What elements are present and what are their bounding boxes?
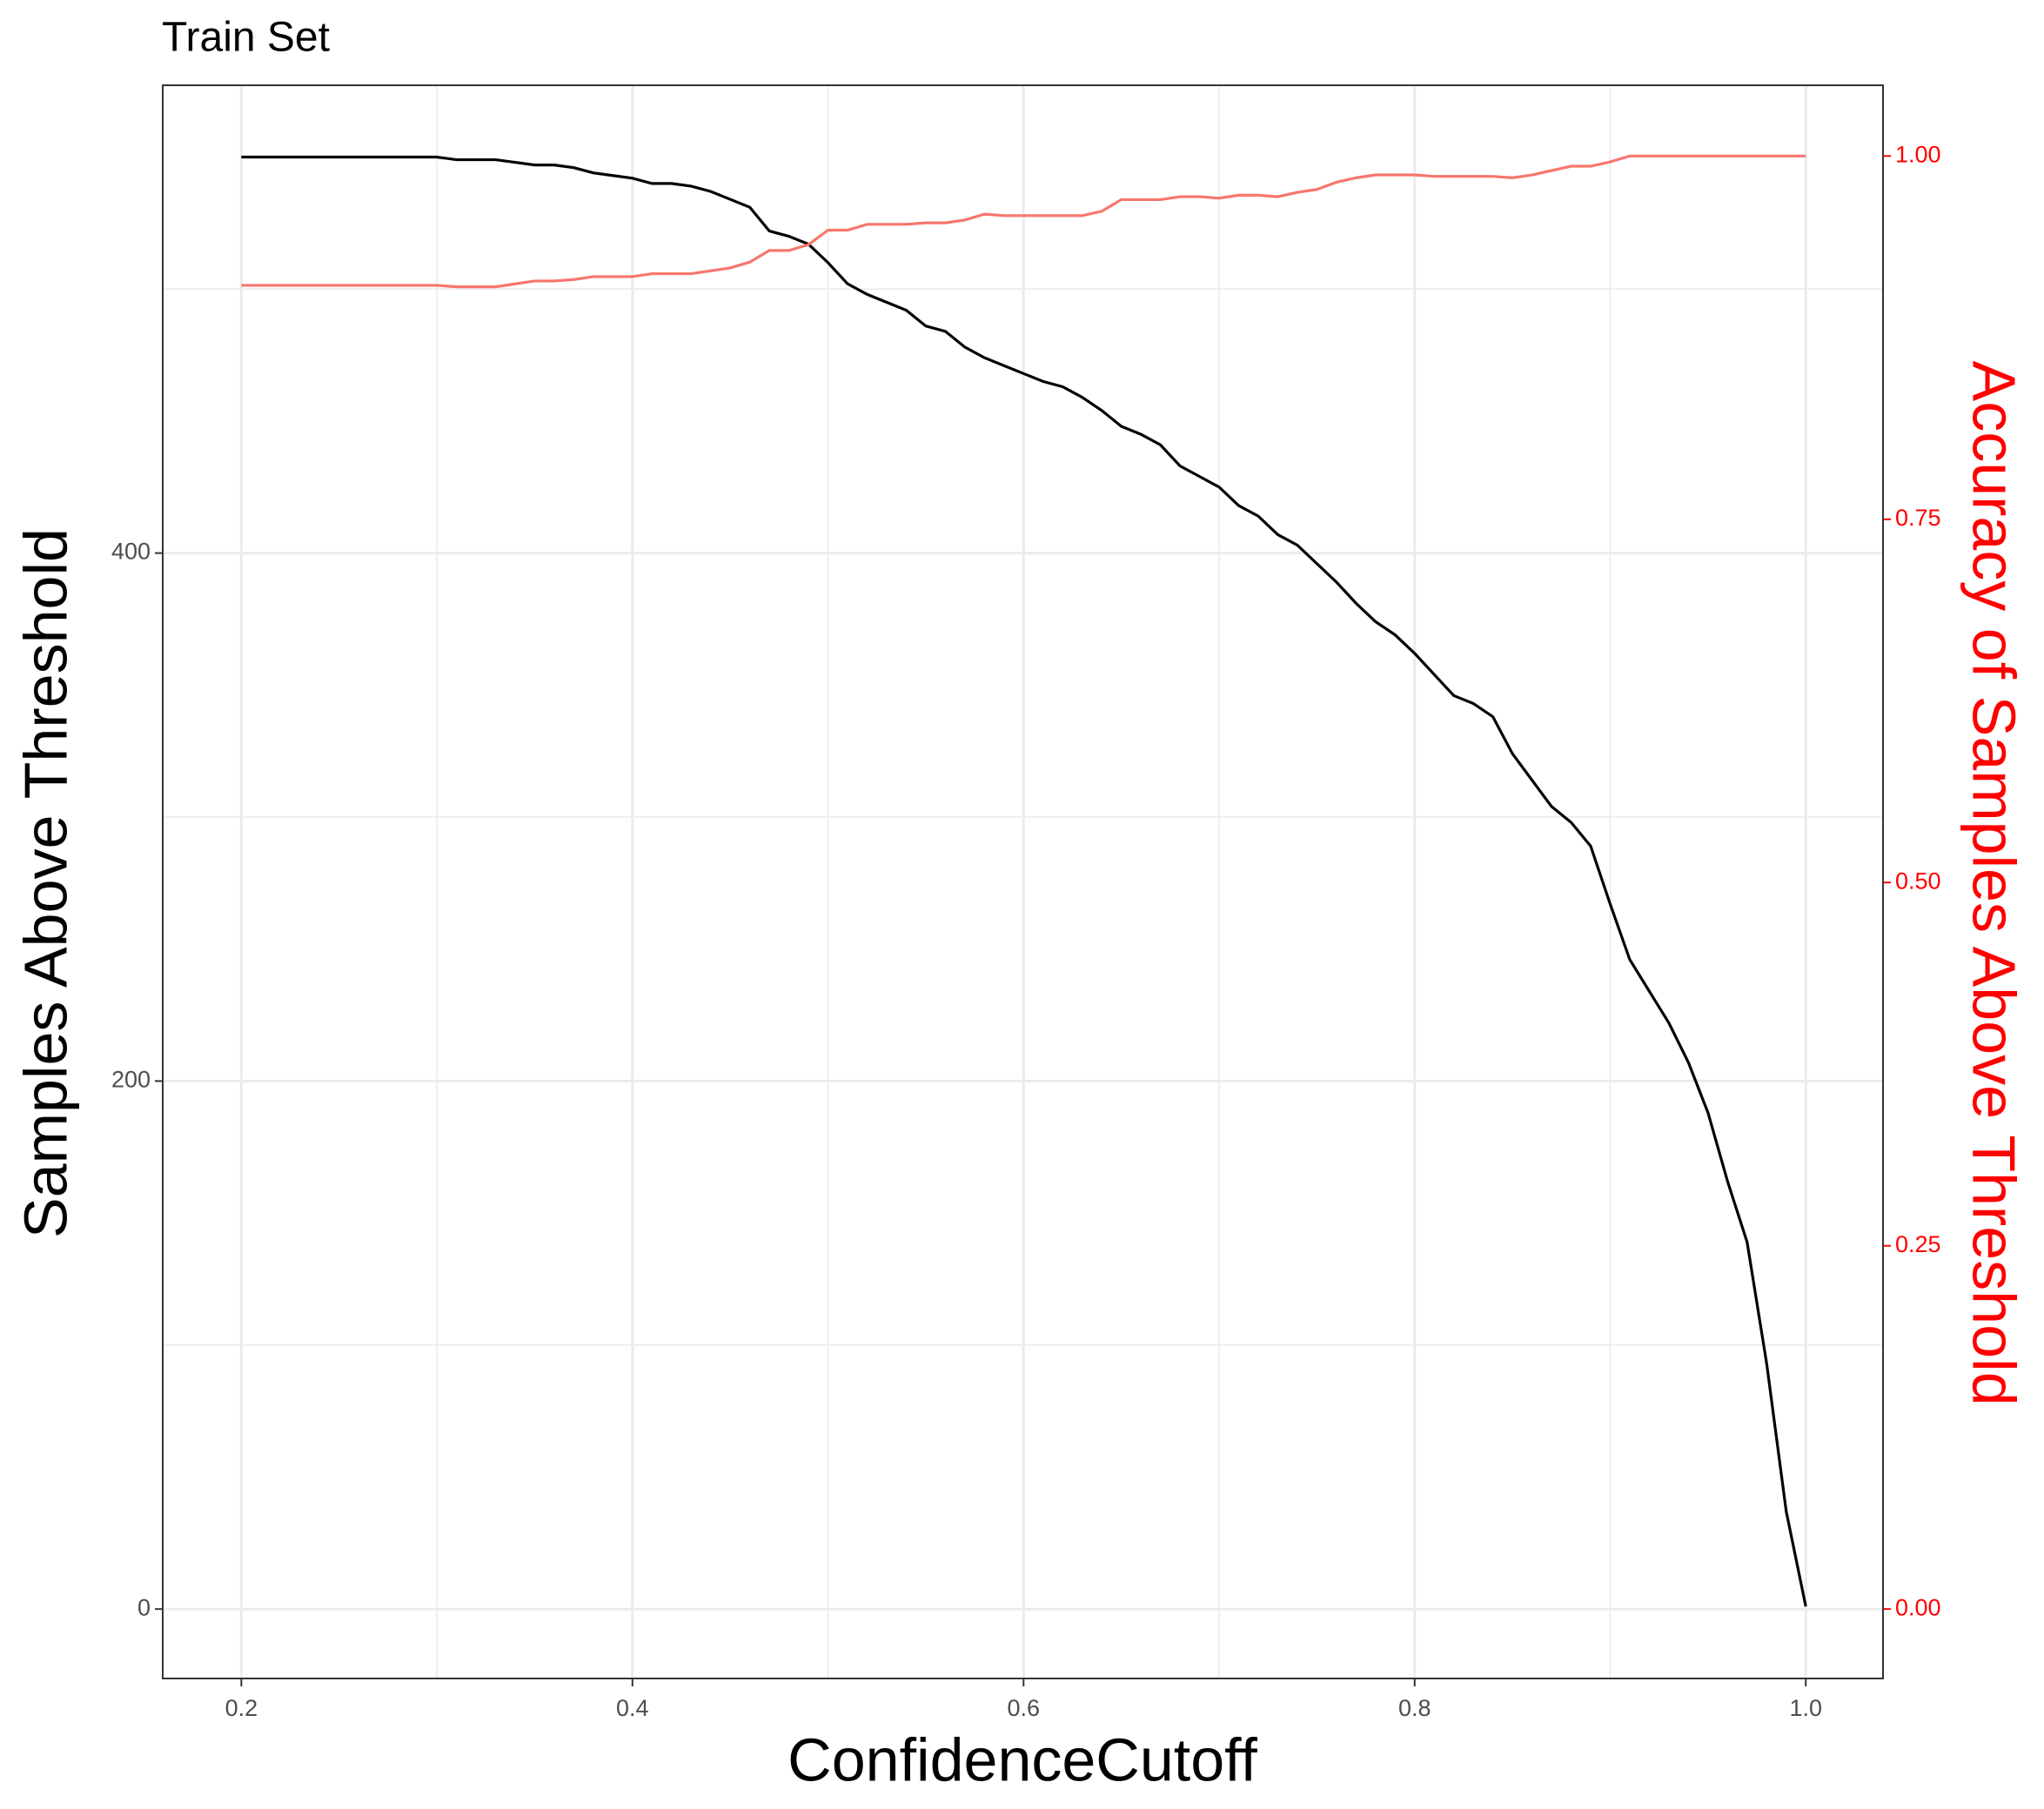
y2-tick-label: 0.25 [1895,1231,1941,1257]
y-axis-title: Samples Above Threshold [11,528,79,1238]
x-tick-label: 0.6 [1008,1695,1041,1721]
y2-tick-label: 0.50 [1895,868,1941,894]
y-tick-label: 200 [111,1067,151,1093]
plot-border [162,84,1884,1679]
y2-tick-label: 0.00 [1895,1594,1941,1620]
y-tick-label: 400 [111,539,151,565]
y2-tick-label: 1.00 [1895,141,1941,167]
x-tick-label: 0.4 [616,1695,649,1721]
x-axis-title: ConfidenceCutoff [787,1725,1257,1793]
y-tick-label: 0 [137,1594,151,1620]
series-line [241,154,1806,289]
y2-axis-title: Accuracy of Samples Above Threshold [1960,360,2028,1405]
series-line [241,155,1807,1607]
chart-title: Train Set [162,15,330,61]
x-tick-label: 0.2 [225,1695,258,1721]
x-tick-label: 0.8 [1398,1695,1431,1721]
x-tick-label: 1.0 [1789,1695,1822,1721]
y2-tick-label: 0.75 [1895,505,1941,531]
